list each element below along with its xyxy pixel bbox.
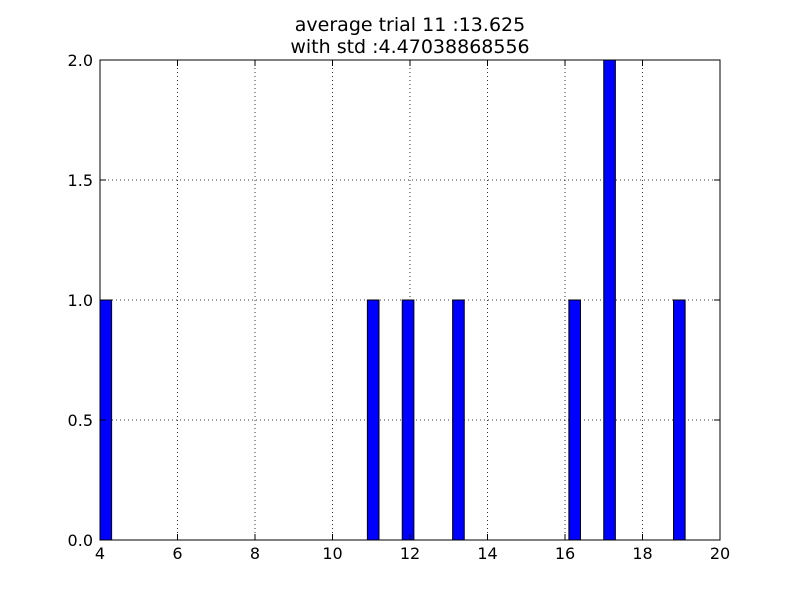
- bar: [401, 299, 415, 541]
- chart-title-line-1: average trial 11 :13.625: [295, 14, 525, 36]
- y-tick-label: 2.0: [68, 51, 93, 70]
- bar: [568, 299, 581, 541]
- bar: [603, 59, 616, 541]
- x-tick-label: 12: [400, 544, 420, 563]
- bar: [673, 299, 686, 541]
- y-tick-label: 0.5: [68, 411, 93, 430]
- bar: [452, 299, 465, 541]
- x-tick-label: 6: [172, 544, 182, 563]
- x-tick-label: 14: [477, 544, 497, 563]
- bar: [366, 299, 380, 541]
- x-tick-label: 20: [710, 544, 730, 563]
- y-tick-label: 1.5: [68, 171, 93, 190]
- x-tick-label: 16: [555, 544, 575, 563]
- y-tick-label: 0.0: [68, 531, 93, 550]
- chart-title: average trial 11 :13.625 with std :4.470…: [290, 14, 529, 58]
- y-tick-label: 1.0: [68, 291, 93, 310]
- x-tick-label: 18: [632, 544, 652, 563]
- x-tick-label: 4: [95, 544, 105, 563]
- axis-ticks: 4 6 8 10 12 14 16 18 20 0.0 0.5 1.0 1.5 2.0: [68, 51, 731, 563]
- chart-title-line-2: with std :4.47038868556: [290, 36, 529, 58]
- x-tick-label: 10: [322, 544, 342, 563]
- x-tick-label: 8: [250, 544, 260, 563]
